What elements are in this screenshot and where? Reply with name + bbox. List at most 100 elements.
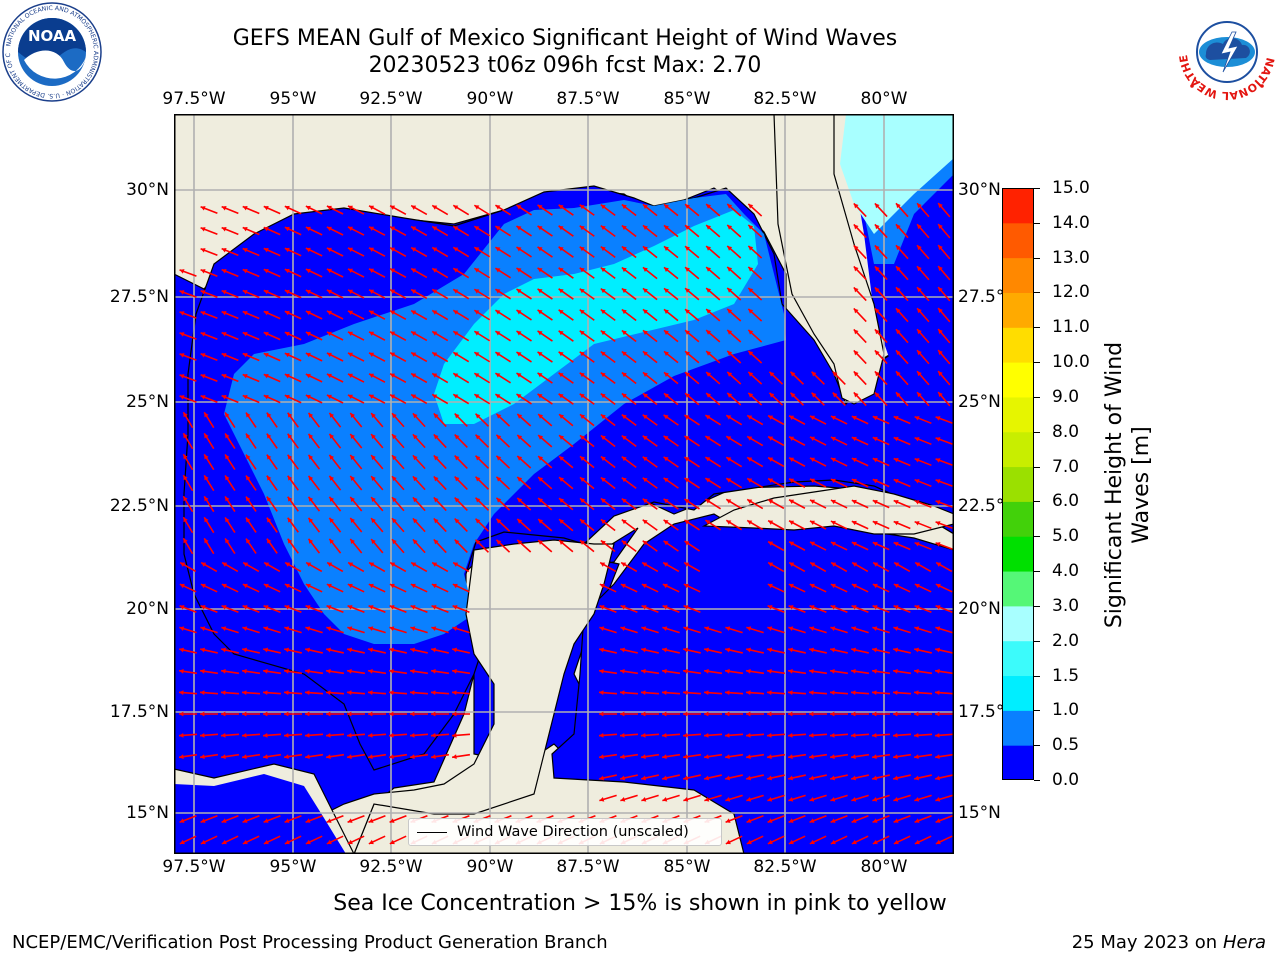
wave-arrow [767,605,785,613]
wave-arrow [766,690,786,696]
wave-arrow [789,371,805,385]
wave-arrow [683,605,701,613]
wave-arrow [537,434,553,448]
wave-arrow [788,499,806,509]
wave-arrow [620,647,638,654]
wave-arrow [305,331,323,341]
wave-arrow [305,205,323,215]
wave-arrow [621,392,637,406]
caribbean-water [551,511,954,854]
wave-arrow [245,496,257,512]
wave-arrow [874,328,888,344]
wave-arrow [829,690,849,696]
map-frame [174,114,954,854]
wave-arrow [349,517,363,533]
wave-arrow [830,499,848,509]
colorbar-tick-label: 11.0 [1052,317,1090,338]
wave-arrow [599,647,617,654]
wave-arrow [600,329,616,343]
wave-arrow [914,626,932,634]
wave-arrow [537,413,553,427]
wave-arrow [430,753,450,760]
wave-arrow [200,835,218,845]
wave-arrow [368,605,386,613]
credit-branch: NCEP/EMC/Verification Post Processing Pr… [12,932,608,953]
wave-arrow [620,794,638,802]
wave-arrow [642,287,658,301]
wave-arrow [388,690,408,696]
wave-arrow [893,436,911,446]
wave-arrow [200,373,218,383]
wave-arrow [326,226,344,236]
wave-arrow [516,434,532,448]
wave-arrow [221,647,239,654]
wave-arrow [916,328,930,344]
wave-arrow [830,774,848,781]
wave-arrow [809,561,827,573]
wave-arrow [558,455,574,469]
wave-arrow [725,794,743,802]
wave-arrow [682,732,702,738]
wave-arrow [747,392,763,406]
wave-arrow [203,453,215,471]
wave-arrow [388,668,408,675]
wave-arrow [242,205,260,215]
wave-arrow [642,456,658,468]
colorbar-tick-mark [1034,640,1040,642]
wave-arrow [725,815,743,823]
colorbar-tick-label: 5.0 [1052,526,1080,547]
credit-machine: Hera [1222,932,1266,953]
wave-arrow [304,753,324,760]
wave-arrow [200,605,218,613]
wave-arrow [725,647,743,654]
wave-arrow [179,561,197,573]
colorbar-tick-mark [1034,396,1040,398]
wave-arrow [872,794,890,802]
wave-arrow [245,517,257,533]
wave-arrow [263,583,281,593]
wave-arrow [874,286,888,302]
wave-arrow [284,815,302,823]
wave-arrow [914,499,932,509]
wave-arrow [598,732,618,738]
lon-label-bottom: 90°W [466,857,514,877]
wave-arrow [895,328,909,344]
wave-arrow [599,774,617,781]
wave-arrow [433,517,447,533]
wave-arrow [431,583,449,593]
wave-arrow [473,309,491,321]
wave-arrow [808,753,828,760]
wave-arrow [663,245,679,259]
wave-arrow [452,288,470,300]
wave-arrow [684,414,700,426]
wave-arrow [600,497,616,511]
wave-arrow [684,224,700,238]
wave-arrow [851,415,869,425]
wave-arrow [937,202,951,218]
wave-arrow [914,774,932,781]
colorbar-segment [1002,501,1034,537]
wave-arrow [454,497,468,511]
wave-arrow [182,432,194,450]
wave-arrow [262,668,282,675]
wave-arrow [200,711,218,717]
wave-arrow [287,433,299,449]
wave-arrow [558,476,574,490]
wave-arrow [389,372,407,384]
wave-arrow [598,753,618,760]
wave-arrow [242,626,260,634]
wave-arrow [305,583,323,593]
wave-arrow [473,225,491,237]
colorbar-segment [1002,222,1034,259]
wave-arrow [704,498,722,510]
wave-arrow [767,498,785,510]
wave-arrow [494,246,512,258]
wave-arrow [725,498,743,510]
wave-arrow [304,668,324,675]
wave-arrow [829,753,849,760]
wave-arrow [284,835,302,845]
wave-arrow [913,668,933,675]
wave-arrow [830,794,848,802]
wave-arrow [410,330,428,342]
wave-arrow [473,351,491,363]
